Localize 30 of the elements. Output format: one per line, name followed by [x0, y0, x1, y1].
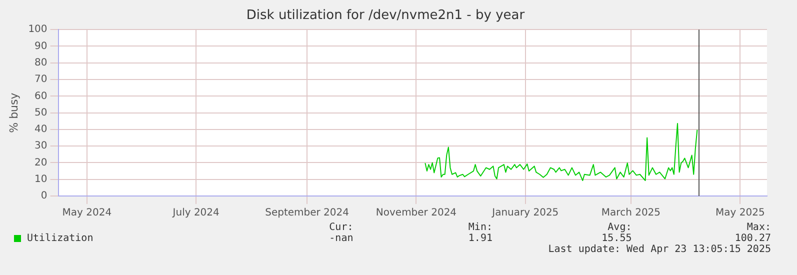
y-tick-label: 50	[34, 107, 48, 118]
text: Min:	[467, 222, 492, 233]
y-tick-label: 60	[34, 90, 48, 102]
x-tick-label: November 2024	[376, 208, 457, 219]
y-axis-title: % busy	[7, 92, 20, 133]
x-tick-label: May 2025	[716, 208, 765, 219]
text: Cur:	[328, 222, 354, 233]
y-tick-label: 40	[34, 124, 48, 136]
x-tick-label: January 2025	[491, 208, 559, 219]
y-tick-label: 0	[40, 190, 48, 202]
x-tick-label: July 2024	[172, 208, 220, 219]
y-tick-label: 20	[34, 157, 48, 168]
text: 100.27	[734, 233, 771, 244]
y-tick-label: 80	[34, 57, 48, 68]
text: -nan	[328, 233, 354, 244]
x-tick-label: March 2025	[601, 208, 661, 219]
x-tick-label: May 2024	[62, 208, 112, 219]
x-tick-label: September 2024	[265, 208, 350, 219]
text: Avg:	[606, 222, 632, 233]
chart-title: Disk utilization for /dev/nvme2n1 - by year	[246, 8, 526, 24]
text: 15.55	[600, 233, 632, 244]
legend-label: Utilization	[27, 232, 94, 244]
y-tick-label: 30	[34, 140, 48, 152]
y-tick-label: 90	[34, 40, 48, 52]
text: Max:	[746, 222, 771, 233]
y-tick-label: 10	[34, 174, 48, 185]
text: 1.91	[467, 233, 492, 244]
y-tick-label: 70	[34, 74, 48, 86]
text: Last update: Wed Apr 23 13:05:15 2025	[547, 244, 772, 255]
y-tick-label: 100	[28, 24, 48, 36]
